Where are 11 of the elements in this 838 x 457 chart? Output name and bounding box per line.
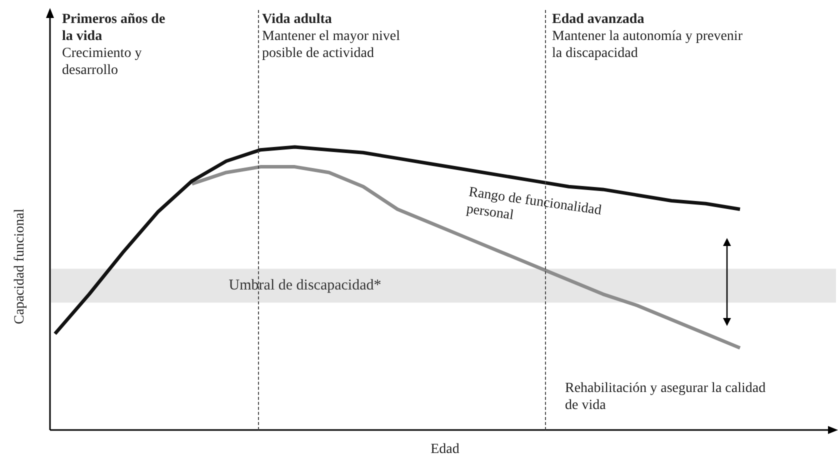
text: Crecimiento y desarrollo xyxy=(62,45,143,79)
text: Mantener el mayor nivel posible de actividad xyxy=(262,28,402,62)
x-axis-title: Edad xyxy=(430,441,460,457)
annotation: Rehabilitación y asegurar la calidad de vida xyxy=(565,380,767,414)
text: Primeros años de la vida xyxy=(62,11,166,45)
band-label: Umbral de discapacidad* xyxy=(228,278,382,294)
text: Edad avanzada xyxy=(552,11,646,28)
annotation: Rango de funcionalidad personal xyxy=(465,184,604,226)
text: Mantener la autonomía y prevenir la discapacidad xyxy=(552,28,744,62)
y-axis-title: Capacidad funcional xyxy=(12,208,28,326)
text: Vida adulta xyxy=(262,11,333,28)
